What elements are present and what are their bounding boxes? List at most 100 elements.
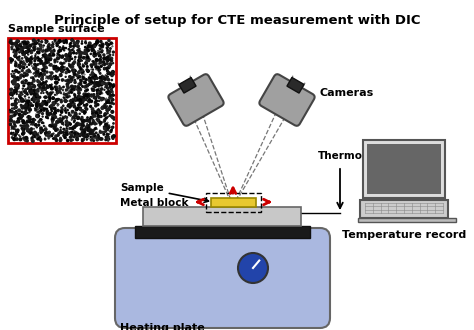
Circle shape: [28, 50, 30, 52]
Circle shape: [34, 60, 36, 62]
Circle shape: [47, 93, 49, 95]
Circle shape: [51, 126, 52, 127]
Circle shape: [35, 91, 37, 93]
Circle shape: [32, 43, 34, 45]
Circle shape: [74, 131, 76, 134]
Circle shape: [25, 96, 26, 97]
Circle shape: [33, 73, 34, 74]
Circle shape: [68, 55, 71, 58]
Circle shape: [100, 80, 102, 82]
Circle shape: [24, 56, 26, 58]
Circle shape: [61, 57, 62, 58]
Circle shape: [55, 75, 56, 77]
Circle shape: [66, 133, 68, 135]
Circle shape: [36, 51, 39, 53]
Circle shape: [94, 45, 95, 46]
Circle shape: [25, 75, 26, 76]
Circle shape: [70, 89, 71, 90]
Circle shape: [16, 93, 17, 94]
Circle shape: [84, 131, 85, 132]
Circle shape: [60, 69, 63, 72]
Circle shape: [65, 121, 68, 124]
Circle shape: [83, 129, 85, 131]
Circle shape: [92, 133, 95, 135]
Circle shape: [84, 53, 85, 54]
Circle shape: [39, 104, 41, 106]
Circle shape: [76, 41, 79, 43]
Circle shape: [85, 79, 87, 81]
Circle shape: [52, 46, 54, 48]
Circle shape: [30, 51, 33, 53]
Circle shape: [30, 72, 31, 73]
Circle shape: [48, 58, 51, 60]
Circle shape: [39, 119, 42, 121]
Circle shape: [61, 66, 63, 68]
Circle shape: [36, 104, 37, 106]
Circle shape: [14, 123, 15, 125]
Circle shape: [9, 123, 11, 125]
Circle shape: [104, 131, 105, 132]
Circle shape: [25, 51, 27, 52]
Circle shape: [43, 89, 44, 90]
Circle shape: [106, 67, 108, 69]
Circle shape: [16, 110, 17, 112]
Circle shape: [56, 82, 57, 83]
Circle shape: [93, 74, 95, 76]
Circle shape: [29, 120, 31, 123]
Circle shape: [78, 41, 79, 42]
Circle shape: [24, 105, 26, 107]
Circle shape: [71, 127, 73, 129]
Circle shape: [72, 58, 73, 59]
Circle shape: [106, 47, 108, 49]
Circle shape: [111, 89, 112, 91]
Circle shape: [63, 90, 64, 91]
Circle shape: [108, 108, 110, 110]
Circle shape: [37, 115, 39, 117]
Circle shape: [51, 118, 54, 120]
Circle shape: [14, 55, 16, 56]
Circle shape: [21, 51, 23, 52]
Circle shape: [86, 69, 87, 71]
Circle shape: [48, 114, 50, 116]
Circle shape: [77, 78, 78, 79]
Circle shape: [54, 124, 57, 126]
Circle shape: [35, 124, 37, 126]
Circle shape: [26, 82, 27, 84]
Bar: [206, 193, 261, 212]
Circle shape: [54, 107, 56, 110]
Circle shape: [76, 41, 79, 44]
Circle shape: [110, 57, 113, 60]
Circle shape: [40, 129, 42, 131]
Circle shape: [111, 136, 114, 138]
Circle shape: [22, 106, 25, 108]
Circle shape: [100, 98, 103, 100]
Circle shape: [61, 111, 63, 113]
Circle shape: [112, 51, 114, 53]
Circle shape: [11, 43, 13, 45]
Circle shape: [51, 105, 53, 107]
Circle shape: [90, 101, 92, 103]
Circle shape: [80, 55, 81, 56]
Circle shape: [108, 50, 109, 52]
Circle shape: [90, 101, 91, 102]
Circle shape: [104, 79, 106, 80]
Circle shape: [41, 87, 42, 89]
Circle shape: [106, 63, 108, 65]
Circle shape: [44, 108, 46, 110]
Circle shape: [54, 115, 56, 117]
Circle shape: [38, 104, 41, 107]
Circle shape: [71, 85, 73, 88]
Circle shape: [108, 130, 109, 131]
Circle shape: [42, 76, 43, 78]
Circle shape: [41, 110, 42, 111]
Circle shape: [97, 119, 100, 122]
Circle shape: [27, 59, 30, 61]
Circle shape: [67, 87, 69, 89]
Circle shape: [9, 93, 12, 95]
Circle shape: [86, 84, 88, 87]
Circle shape: [36, 64, 37, 66]
Circle shape: [14, 135, 16, 137]
Circle shape: [54, 138, 55, 139]
Circle shape: [72, 76, 74, 78]
Circle shape: [63, 124, 64, 125]
